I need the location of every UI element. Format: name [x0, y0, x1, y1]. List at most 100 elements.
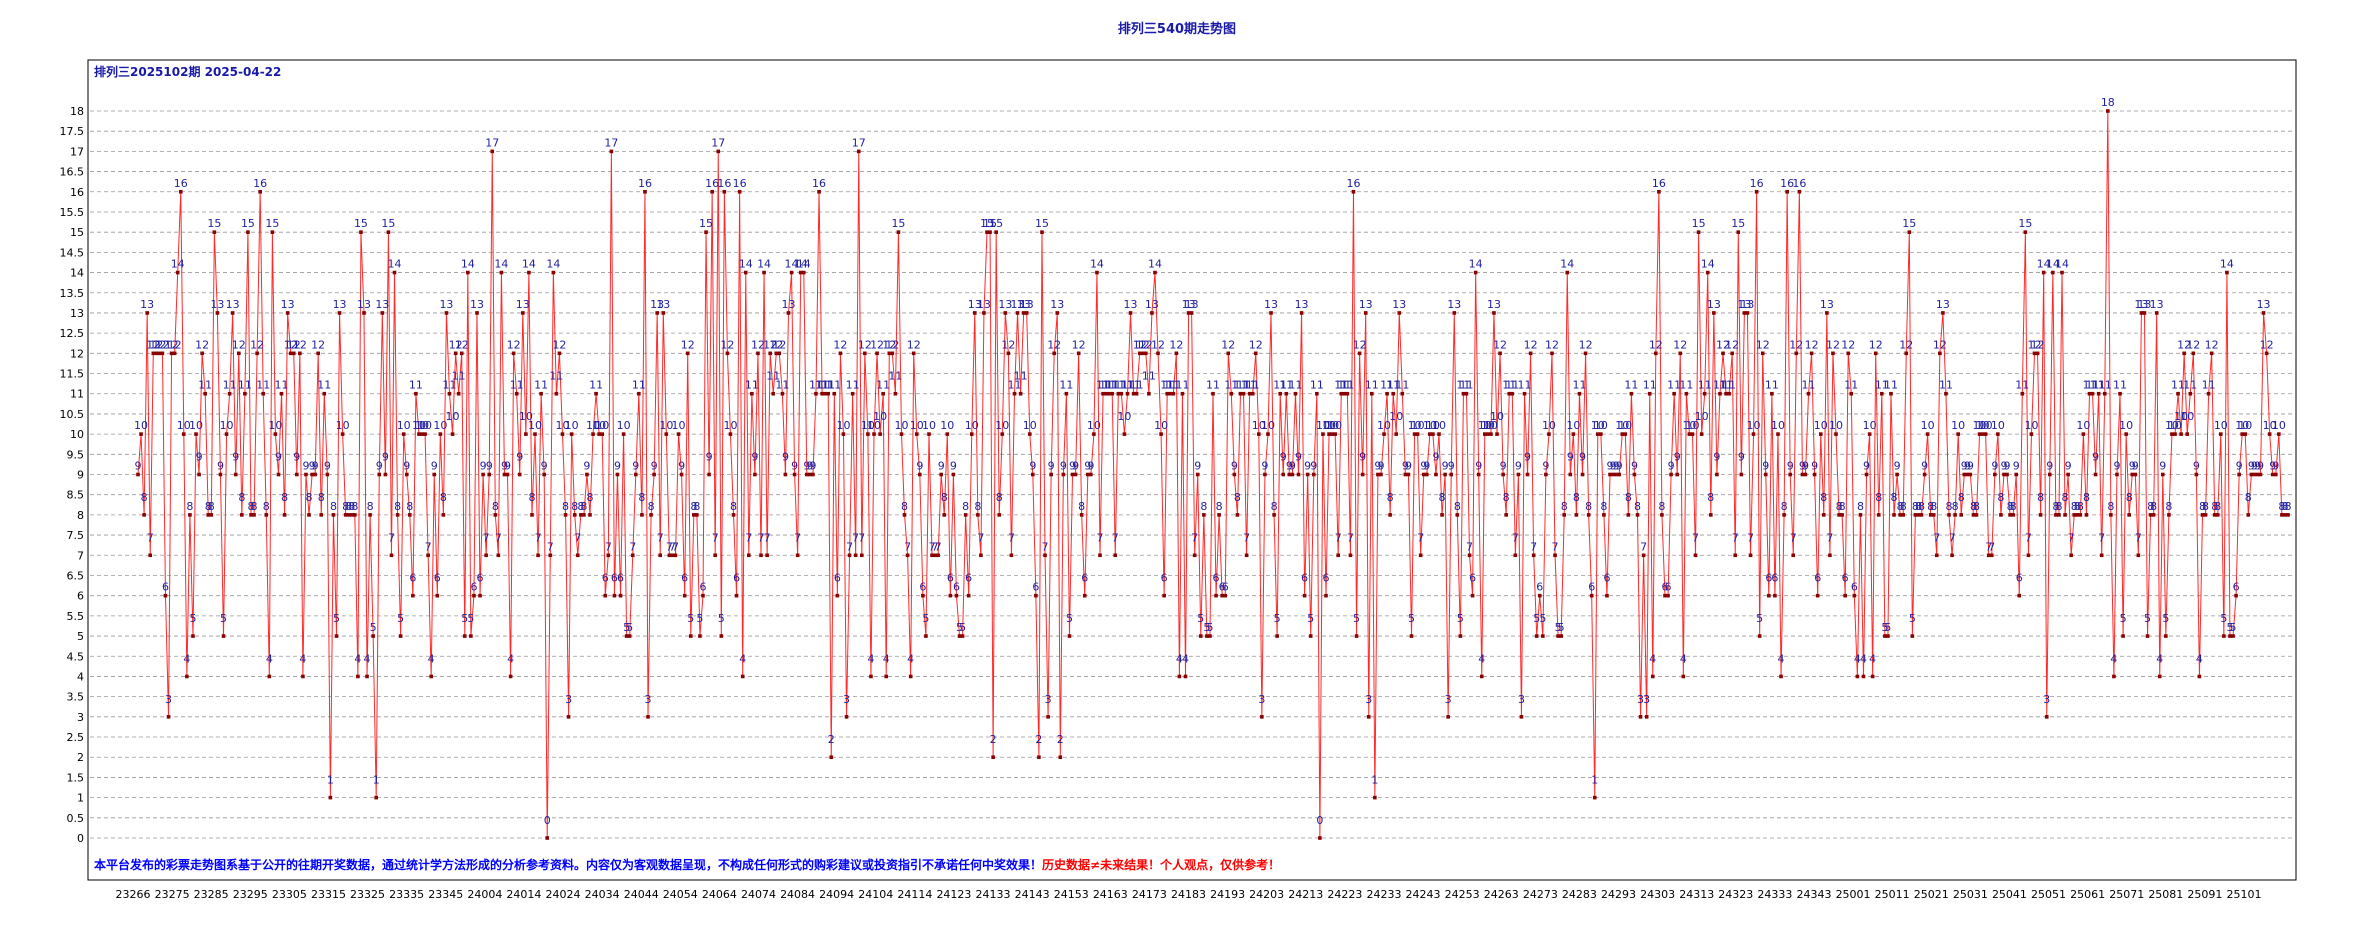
data-point — [603, 593, 608, 598]
data-label: 10 — [2076, 419, 2090, 432]
data-label: 9 — [1423, 460, 1430, 473]
x-tick-label: 24123 — [936, 888, 971, 901]
y-tick-label: 12 — [70, 347, 84, 360]
data-point — [1156, 351, 1160, 356]
data-point — [872, 432, 876, 436]
data-label: 10 — [1566, 419, 1580, 432]
data-point — [716, 149, 721, 154]
data-label: 6 — [1814, 572, 1821, 585]
data-point — [1003, 311, 1008, 315]
data-point — [1522, 391, 1527, 396]
data-point — [914, 432, 919, 436]
data-point — [1809, 351, 1814, 356]
data-point — [844, 715, 849, 719]
data-label: 7 — [669, 540, 676, 553]
data-point — [1599, 432, 1603, 436]
data-point — [1394, 432, 1399, 436]
data-label: 13 — [998, 298, 1012, 311]
data-label: 8 — [1997, 491, 2004, 504]
data-point — [542, 472, 546, 477]
data-point — [1675, 472, 1680, 477]
data-label: 17 — [852, 136, 866, 149]
data-point — [188, 513, 192, 517]
data-point — [218, 472, 223, 477]
data-point — [1770, 391, 1774, 396]
data-label: 7 — [932, 540, 939, 553]
data-point — [994, 230, 998, 234]
data-point — [1904, 351, 1909, 356]
data-point — [298, 351, 302, 356]
data-point — [1223, 593, 1228, 598]
data-point — [737, 189, 742, 194]
data-label: 12 — [1493, 338, 1507, 351]
data-label: 8 — [2062, 491, 2069, 504]
data-label: 8 — [1200, 500, 1207, 513]
data-point — [420, 432, 424, 436]
data-label: 8 — [1915, 500, 1922, 513]
data-label: 8 — [2055, 500, 2062, 513]
data-point — [866, 432, 870, 436]
data-label: 5 — [2120, 612, 2127, 625]
data-label: 8 — [1585, 500, 1592, 513]
data-label: 5 — [370, 621, 377, 634]
data-label: 10 — [2168, 419, 2182, 432]
data-point — [847, 553, 852, 558]
data-point — [948, 593, 953, 598]
data-label: 8 — [2052, 500, 2059, 513]
data-label: 8 — [2281, 500, 2288, 513]
data-label: 4 — [867, 652, 874, 665]
data-label: 5 — [2144, 612, 2151, 625]
data-point — [1455, 513, 1460, 517]
data-point — [2145, 634, 2150, 638]
data-point — [1938, 351, 1942, 356]
data-label: 3 — [1445, 693, 1452, 706]
data-label: 5 — [1881, 621, 1888, 634]
data-point — [371, 634, 375, 638]
data-point — [1934, 553, 1939, 558]
data-point — [1183, 674, 1188, 679]
data-label: 8 — [1970, 500, 1977, 513]
data-label: 6 — [733, 572, 740, 585]
data-label: 10 — [595, 419, 609, 432]
data-label: 7 — [2068, 531, 2075, 544]
data-label: 9 — [1787, 460, 1794, 473]
data-point — [1898, 513, 1902, 517]
data-label: 4 — [1176, 652, 1183, 665]
data-label: 8 — [974, 500, 981, 513]
data-label: 7 — [605, 540, 612, 553]
data-point — [899, 432, 904, 436]
data-label: 6 — [409, 572, 416, 585]
data-label: 11 — [1310, 379, 1324, 392]
data-point — [1654, 351, 1658, 356]
data-point — [2057, 513, 2061, 517]
data-label: 9 — [275, 451, 282, 464]
data-label: 9 — [2159, 460, 2166, 473]
data-point — [539, 391, 543, 396]
data-point — [1467, 553, 1472, 558]
data-label: 6 — [1765, 572, 1772, 585]
data-label: 8 — [1930, 500, 1937, 513]
data-point — [469, 634, 473, 638]
data-label: 7 — [1243, 531, 1250, 544]
data-point — [521, 311, 525, 315]
x-tick-label: 25101 — [2227, 888, 2262, 901]
data-label: 11 — [1142, 370, 1156, 383]
data-point — [765, 553, 769, 558]
data-label: 4 — [1182, 652, 1189, 665]
data-label: 12 — [858, 338, 872, 351]
data-point — [2194, 472, 2199, 477]
x-tick-label: 25061 — [2070, 888, 2105, 901]
data-point — [1608, 472, 1612, 477]
data-label: 8 — [1078, 500, 1085, 513]
data-label: 7 — [1530, 540, 1537, 553]
x-tick-label: 23325 — [350, 888, 385, 901]
data-point — [1873, 351, 1878, 356]
data-point — [1702, 391, 1707, 396]
data-point — [838, 351, 843, 356]
data-label: 16 — [705, 177, 719, 190]
data-point — [1128, 311, 1133, 315]
data-point — [1977, 432, 1982, 436]
data-point — [972, 311, 977, 315]
data-label: 8 — [1454, 500, 1461, 513]
data-point — [1217, 513, 1221, 517]
